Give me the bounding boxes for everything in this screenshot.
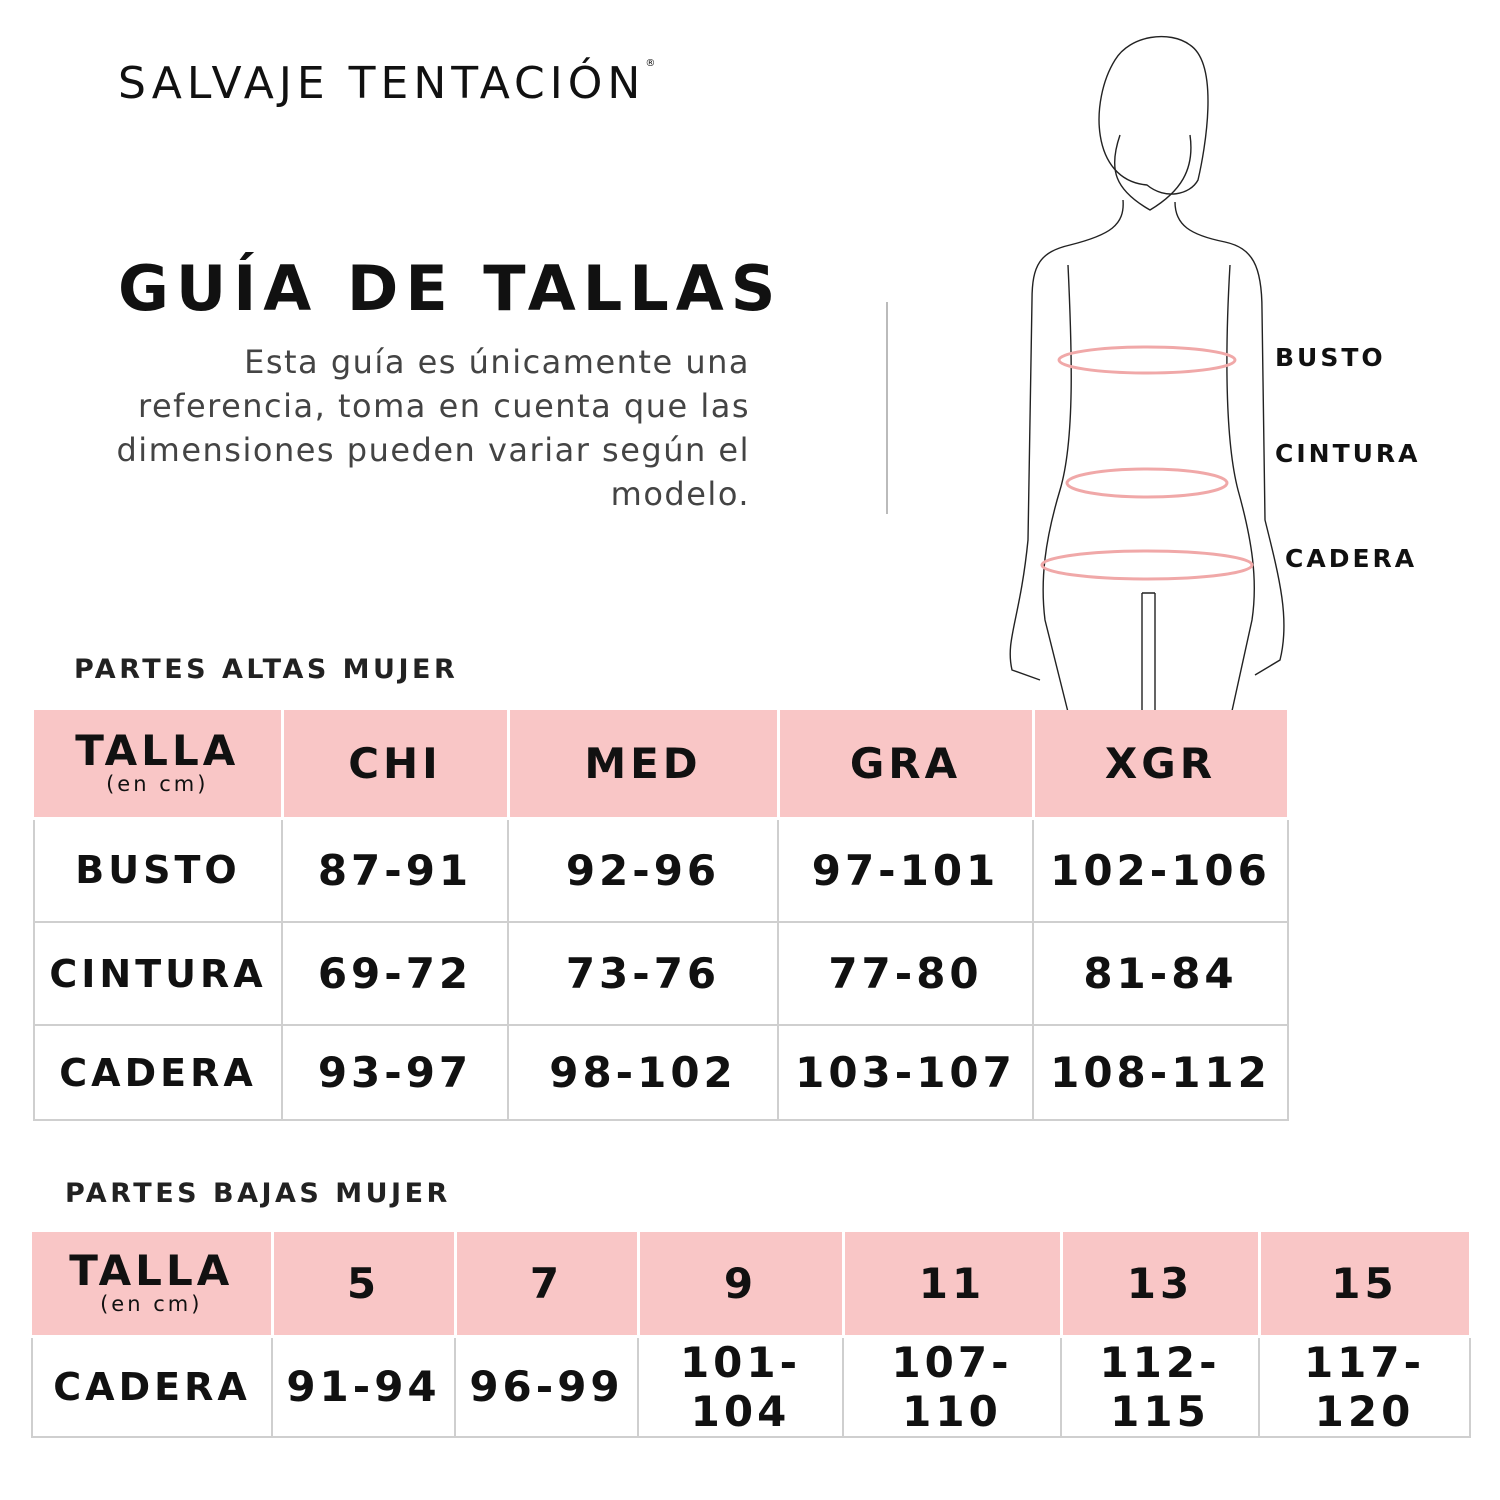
- column-header: 15: [1259, 1232, 1472, 1338]
- table-row: CINTURA 69-72 73-76 77-80 81-84: [33, 921, 1289, 1026]
- column-header: 5: [272, 1232, 457, 1338]
- talla-header: TALLA (en cm): [32, 1232, 274, 1338]
- table-header-row: TALLA (en cm) CHI MED GRA XGR: [34, 710, 1290, 820]
- section-title-bottom: PARTES BAJAS MUJER: [65, 1178, 451, 1209]
- table-cell: 112-115: [1060, 1335, 1260, 1438]
- bottom-size-table: TALLA (en cm) 5 7 9 11 13 15 CADERA 91-94…: [31, 1232, 1472, 1438]
- table-header-row: TALLA (en cm) 5 7 9 11 13 15: [32, 1232, 1472, 1338]
- column-header: 13: [1061, 1232, 1261, 1338]
- section-title-top: PARTES ALTAS MUJER: [74, 654, 459, 685]
- column-header: 11: [843, 1232, 1063, 1338]
- table-row: BUSTO 87-91 92-96 97-101 102-106: [33, 817, 1289, 923]
- body-figure-illustration: [1009, 35, 1285, 720]
- table-cell: 107-110: [842, 1335, 1062, 1438]
- top-size-table: TALLA (en cm) CHI MED GRA XGR BUSTO 87-91…: [33, 710, 1290, 1121]
- table-cell: 91-94: [271, 1335, 456, 1438]
- page-title: GUÍA DE TALLAS: [118, 252, 783, 325]
- table-cell: 102-106: [1032, 817, 1289, 923]
- table-cell: 103-107: [777, 1024, 1034, 1121]
- row-label: BUSTO: [33, 817, 283, 923]
- table-row: CADERA 91-94 96-99 101-104 107-110 112-1…: [31, 1335, 1471, 1438]
- label-cintura: CINTURA: [1275, 439, 1421, 468]
- measure-lines: [1040, 345, 1254, 581]
- table-cell: 73-76: [507, 921, 779, 1026]
- row-label: CADERA: [31, 1335, 273, 1438]
- table-cell: 96-99: [454, 1335, 639, 1438]
- table-cell: 97-101: [777, 817, 1034, 923]
- description: Esta guía es únicamente una referencia, …: [116, 343, 750, 513]
- column-header: CHI: [282, 710, 510, 820]
- table-cell: 87-91: [281, 817, 509, 923]
- brand-logo: SALVAJE TENTACIÓN®: [118, 58, 656, 109]
- row-label: CINTURA: [33, 921, 283, 1026]
- talla-header: TALLA (en cm): [34, 710, 284, 820]
- table-cell: 92-96: [507, 817, 779, 923]
- column-header: XGR: [1033, 710, 1290, 820]
- column-header: MED: [508, 710, 780, 820]
- table-cell: 117-120: [1258, 1335, 1471, 1438]
- label-busto: BUSTO: [1275, 343, 1386, 372]
- head-outline: [1098, 35, 1209, 195]
- table-cell: 101-104: [637, 1335, 844, 1438]
- table-cell: 69-72: [281, 921, 509, 1026]
- column-header: 7: [455, 1232, 640, 1338]
- column-header: 9: [638, 1232, 845, 1338]
- table-cell: 108-112: [1032, 1024, 1289, 1121]
- table-row: CADERA 93-97 98-102 103-107 108-112: [33, 1024, 1289, 1121]
- column-header: GRA: [778, 710, 1035, 820]
- table-cell: 93-97: [281, 1024, 509, 1121]
- table-cell: 81-84: [1032, 921, 1289, 1026]
- table-cell: 98-102: [507, 1024, 779, 1121]
- row-label: CADERA: [33, 1024, 283, 1121]
- table-cell: 77-80: [777, 921, 1034, 1026]
- label-cadera: CADERA: [1285, 544, 1418, 573]
- divider: [886, 302, 888, 514]
